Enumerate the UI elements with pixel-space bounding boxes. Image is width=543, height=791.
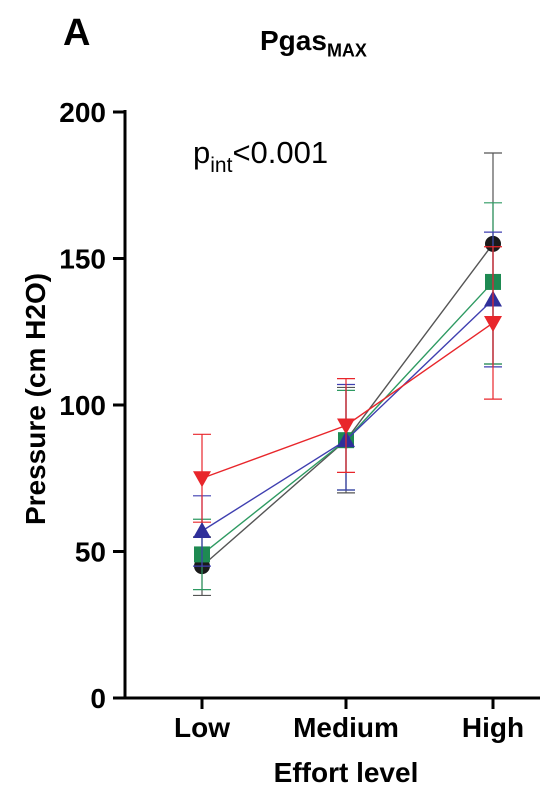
data-point — [193, 471, 211, 488]
y-tick-label: 150 — [59, 244, 106, 275]
y-tick-label: 50 — [75, 537, 106, 568]
series-line — [201, 243, 494, 567]
data-point — [193, 521, 211, 538]
series-line — [201, 322, 494, 479]
y-axis-title: Pressure (cm H2O) — [20, 273, 51, 525]
series-line — [201, 299, 494, 532]
chart-title: PgasMAX — [260, 25, 367, 62]
y-tick-label: 200 — [59, 97, 106, 128]
data-point — [337, 418, 355, 435]
y-tick-label: 0 — [90, 683, 106, 714]
axes: 0 50 100 150 200 Low Medium High — [59, 97, 540, 743]
data-point — [484, 315, 502, 332]
x-tick-label: Low — [174, 712, 230, 743]
p-value-annotation: pint<0.001 — [193, 135, 328, 177]
series-triangle-down — [193, 246, 502, 523]
series-layer — [193, 152, 502, 597]
annotation-rest: <0.001 — [232, 135, 328, 170]
y-tick-label: 100 — [59, 390, 106, 421]
chart-title-subscript: MAX — [326, 40, 367, 61]
chart-title-main: Pgas — [260, 25, 327, 56]
x-tick-label: Medium — [293, 712, 399, 743]
x-axis-title: Effort level — [274, 757, 419, 788]
panel-letter: A — [63, 12, 91, 54]
series-square — [193, 202, 502, 591]
x-tick-label: High — [462, 712, 524, 743]
series-triangle-up — [193, 231, 502, 567]
annotation-main: p — [193, 135, 210, 170]
annotation-subscript: int — [210, 154, 232, 177]
series-line — [201, 281, 494, 555]
series-circle — [193, 152, 502, 597]
